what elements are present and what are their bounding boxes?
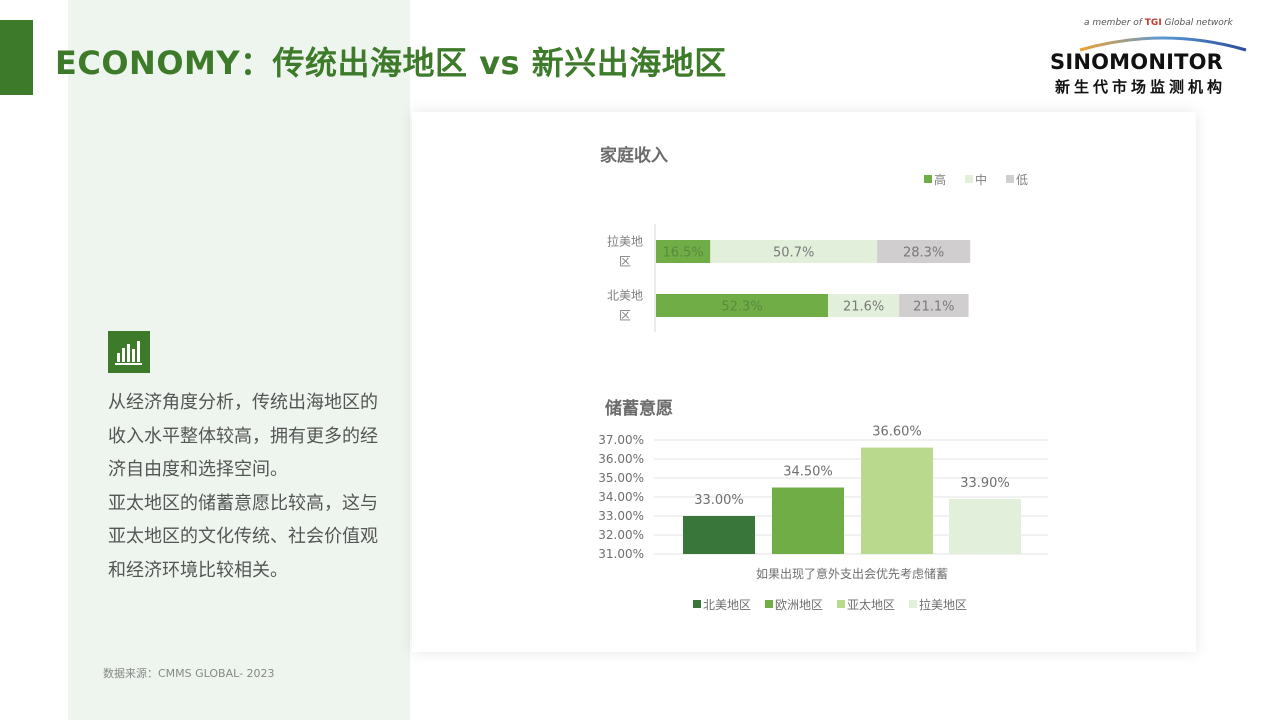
analysis-paragraph-2: 亚太地区的储蓄意愿比较高，这与亚太地区的文化传统、社会价值观和经济环境比较相关。 [108,492,378,581]
savings-legend-swatch [765,600,773,608]
savings-legend-label: 北美地区 [703,598,751,612]
savings-data-label: 33.00% [694,493,744,508]
title-accent-bar [0,20,33,95]
savings-data-label: 36.60% [872,425,922,440]
savings-x-axis-label: 如果出现了意外支出会优先考虑储蓄 [756,566,948,581]
savings-ytick-label: 33.00% [598,509,644,523]
chart-card: 家庭收入 拉美地区 16.5% 50.7% 28.3% 北美地区 52.3% 21.6% 21… [412,112,1196,652]
income-data-label: 52.3% [721,300,762,315]
savings-legend-label: 亚太地区 [847,597,895,612]
savings-legend-swatch [837,600,845,608]
income-category-label: 区 [619,255,631,269]
income-data-label: 28.3% [903,246,944,261]
income-bar-segment [656,294,829,317]
income-bar-segment [656,240,711,263]
logo-subtitle: 新生代市场监测机构 [1055,78,1227,96]
income-bar-segment [710,240,878,263]
income-category-label: 拉美地 [607,234,643,249]
income-bar-segment [877,240,971,263]
savings-legend-label: 欧洲地区 [775,598,823,612]
savings-legend-swatch [693,600,701,608]
income-legend-label: 中 [975,172,987,187]
savings-bar [683,516,755,554]
income-legend-swatch [924,175,932,183]
savings-ytick-label: 34.00% [598,490,644,504]
savings-legend-label: 拉美地区 [919,597,967,612]
savings-ytick-label: 37.00% [598,433,644,447]
logo-tagline: a member of TGI Global network [1084,18,1233,28]
analysis-text: 从经济角度分析，传统出海地区的收入水平整体较高，拥有更多的经济自由度和选择空间。… [108,386,393,587]
data-source: 数据来源：CMMS GLOBAL- 2023 [103,667,275,680]
income-bar-segment [899,294,969,317]
income-data-label: 21.1% [913,300,954,315]
savings-bar [772,487,844,554]
savings-ytick-label: 36.00% [598,452,644,466]
savings-data-label: 34.50% [783,465,833,480]
savings-ytick-label: 32.00% [598,528,644,542]
savings-chart: 31.00% 32.00% 33.00% 34.00% 35.00% 36.00% 37.0… [598,425,1048,612]
income-data-label: 50.7% [773,246,814,261]
income-legend-swatch [1006,175,1014,183]
bar-chart-icon [108,331,150,373]
income-bar-segment [828,294,900,317]
income-legend-swatch [965,175,973,183]
income-data-label: 16.5% [662,246,703,261]
income-legend-label: 高 [934,172,946,187]
income-legend-label: 低 [1016,173,1028,187]
savings-data-label: 33.90% [960,476,1010,491]
logo-brand: SINOMONITOR [1050,50,1224,74]
analysis-paragraph-1: 从经济角度分析，传统出海地区的收入水平整体较高，拥有更多的经济自由度和选择空间。 [108,392,378,480]
savings-bar [949,498,1021,554]
page-title: ECONOMY：传统出海地区 vs 新兴出海地区 [55,44,727,82]
income-category-label: 北美地 [607,289,643,303]
savings-ytick-label: 35.00% [598,471,644,485]
savings-ytick-label: 31.00% [598,547,644,561]
income-chart-title: 家庭收入 [600,146,668,166]
savings-chart-title: 储蓄意愿 [605,399,673,419]
sinomonitor-logo: a member of TGI Global network SINOMONIT… [1048,16,1252,100]
logo-arc-icon [1079,36,1247,52]
income-data-label: 21.6% [843,300,884,315]
savings-bar [861,447,933,554]
income-category-label: 区 [619,309,631,323]
savings-legend-swatch [909,600,917,608]
income-chart: 拉美地区16.5% 50.7% 28.3%北美地区52.3% 21.6% 21.1%高中… [607,172,1028,332]
